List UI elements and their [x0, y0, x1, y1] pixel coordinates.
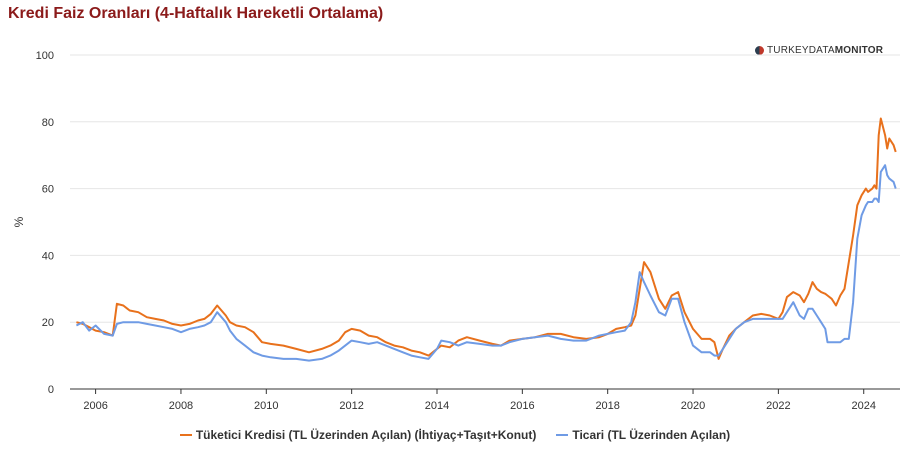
- x-tick-label-2022: 2022: [766, 400, 790, 412]
- x-tick-label-2012: 2012: [339, 400, 363, 412]
- series-line-commercial-loans-line: [75, 164, 897, 362]
- y-tick-label-40: 40: [42, 250, 54, 262]
- y-tick-label-60: 60: [42, 184, 54, 196]
- x-tick-label-2018: 2018: [595, 400, 619, 412]
- y-tick-label-20: 20: [42, 317, 54, 329]
- brand-text-monitor: MONITOR: [834, 45, 884, 56]
- x-tick-label-2020: 2020: [681, 400, 705, 412]
- legend: Tüketici Kredisi (TL Üzerinden Açılan) (…: [0, 428, 910, 442]
- brand-text-data: DATA: [808, 45, 835, 56]
- brand-logo: TURKEY DATA MONITOR: [755, 45, 883, 56]
- x-tick-label-2024: 2024: [851, 400, 875, 412]
- grid-lines: [70, 54, 900, 323]
- series-line-consumer-loans-line: [76, 117, 897, 360]
- legend-swatch-commercial-loans: [556, 434, 569, 436]
- legend-item-consumer-loans[interactable]: Tüketici Kredisi (TL Üzerinden Açılan) (…: [179, 428, 537, 442]
- legend-swatch-consumer-loans: [179, 434, 192, 436]
- series-lines: [75, 117, 897, 362]
- x-axis-ticks: 2006 2008 2010 2012 2014 2016 2018 2020 2022 2024: [83, 389, 876, 412]
- x-tick-label-2014: 2014: [425, 400, 449, 412]
- y-axis-label: %: [12, 216, 26, 227]
- legend-item-commercial-loans[interactable]: Ticari (TL Üzerinden Açılan): [556, 428, 730, 442]
- y-tick-label-100: 100: [36, 50, 54, 62]
- legend-label-commercial-loans: Ticari (TL Üzerinden Açılan): [572, 428, 731, 442]
- chart-title: Kredi Faiz Oranları (4-Haftalık Hareketl…: [8, 5, 384, 22]
- brand-text-turkey: TURKEY: [767, 45, 809, 56]
- x-tick-label-2016: 2016: [510, 400, 534, 412]
- y-tick-label-0: 0: [48, 384, 54, 396]
- y-axis-ticks: 0 20 40 60 80 100: [36, 50, 54, 396]
- y-tick-label-80: 80: [42, 117, 54, 129]
- x-tick-label-2010: 2010: [254, 400, 278, 412]
- x-tick-label-2008: 2008: [169, 400, 193, 412]
- legend-label-consumer-loans: Tüketici Kredisi (TL Üzerinden Açılan) (…: [195, 428, 537, 442]
- brand-globe-icon: [755, 46, 764, 55]
- x-tick-label-2006: 2006: [83, 400, 107, 412]
